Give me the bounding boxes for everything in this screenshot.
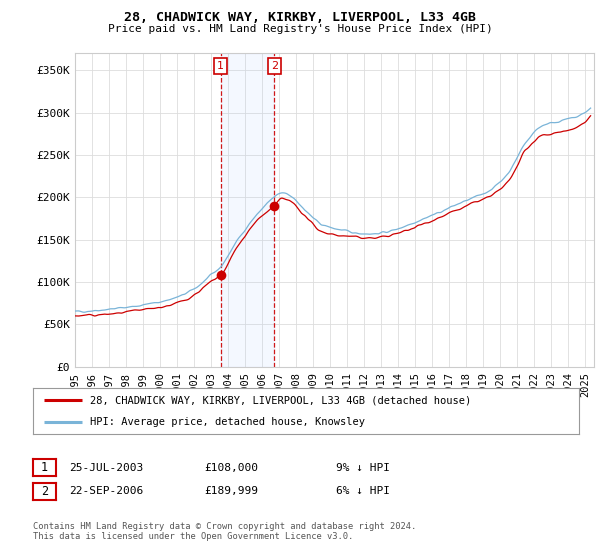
Text: 2: 2 <box>41 484 48 498</box>
Text: £108,000: £108,000 <box>204 463 258 473</box>
Bar <box>221 53 274 367</box>
Text: 25-JUL-2003: 25-JUL-2003 <box>69 463 143 473</box>
Text: 1: 1 <box>217 61 224 71</box>
Text: HPI: Average price, detached house, Knowsley: HPI: Average price, detached house, Know… <box>91 417 365 427</box>
Text: 6% ↓ HPI: 6% ↓ HPI <box>336 486 390 496</box>
Text: £189,999: £189,999 <box>204 486 258 496</box>
Text: 28, CHADWICK WAY, KIRKBY, LIVERPOOL, L33 4GB: 28, CHADWICK WAY, KIRKBY, LIVERPOOL, L33… <box>124 11 476 24</box>
Text: 2: 2 <box>271 61 278 71</box>
Text: Price paid vs. HM Land Registry's House Price Index (HPI): Price paid vs. HM Land Registry's House … <box>107 24 493 34</box>
Text: 22-SEP-2006: 22-SEP-2006 <box>69 486 143 496</box>
Text: 28, CHADWICK WAY, KIRKBY, LIVERPOOL, L33 4GB (detached house): 28, CHADWICK WAY, KIRKBY, LIVERPOOL, L33… <box>91 395 472 405</box>
Text: 9% ↓ HPI: 9% ↓ HPI <box>336 463 390 473</box>
Text: Contains HM Land Registry data © Crown copyright and database right 2024.
This d: Contains HM Land Registry data © Crown c… <box>33 522 416 542</box>
Text: 1: 1 <box>41 461 48 474</box>
